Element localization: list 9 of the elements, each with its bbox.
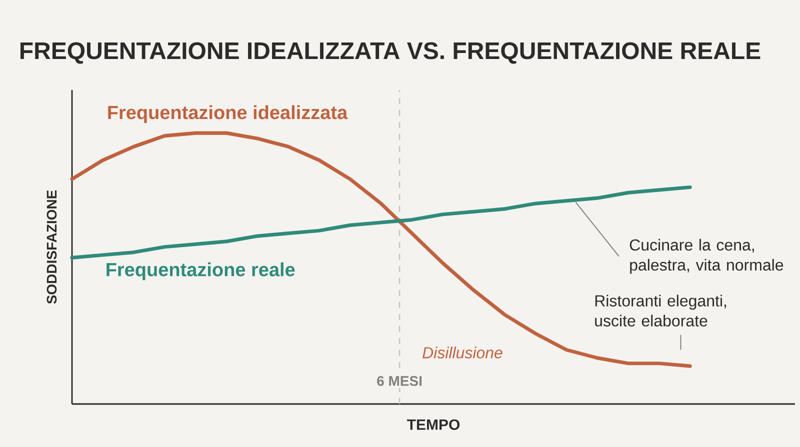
annotation: Ristoranti eleganti, uscite elaborate [595,294,726,326]
annotation: Disillusione [422,346,502,358]
series-label: Frequentazione reale [106,262,295,280]
y-axis-title: SODDISFAZIONE [46,190,57,304]
annotation: Cucinare la cena, palestra, vita normale [630,238,784,274]
series-label: Frequentazione idealizzata [108,105,348,123]
annotation: 6 MESI [377,376,422,386]
x-axis-title: TEMPO [406,419,460,430]
chart-title: FREQUENTAZIONE IDEALIZZATA VS. FREQUENTAZIONE REALE [20,42,760,64]
